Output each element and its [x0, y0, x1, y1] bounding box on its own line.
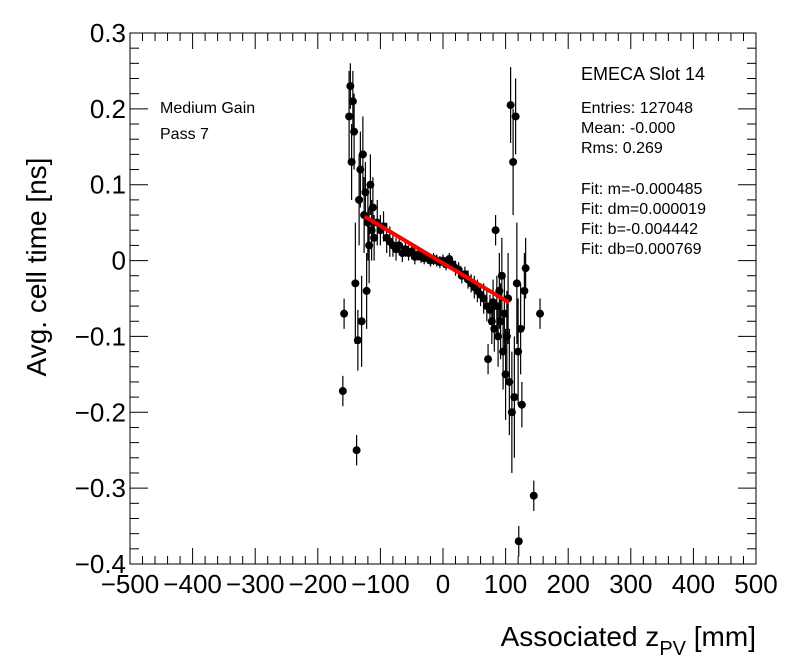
- data-point: [510, 393, 519, 402]
- data-point: [355, 195, 364, 204]
- y-tick-label: 0.1: [90, 170, 126, 200]
- data-point: [521, 264, 530, 273]
- data-point: [395, 241, 404, 250]
- y-tick-label: −0.4: [75, 549, 126, 579]
- data-point: [484, 355, 493, 364]
- data-point: [501, 370, 510, 379]
- y-tick-label: 0.3: [90, 18, 126, 48]
- annotation-medium-gain: Medium Gain: [160, 100, 255, 117]
- data-point: [536, 309, 545, 318]
- stats-title: EMECA Slot 14: [581, 64, 705, 84]
- data-point: [357, 317, 366, 326]
- x-tick-label: −100: [351, 569, 410, 599]
- data-point: [512, 279, 521, 288]
- data-point: [352, 446, 361, 455]
- data-point: [511, 112, 520, 121]
- y-tick-label: 0.2: [90, 94, 126, 124]
- data-point: [516, 324, 525, 333]
- data-point: [350, 127, 359, 136]
- x-tick-label: −500: [101, 569, 160, 599]
- data-point: [506, 101, 515, 110]
- y-tick-label: −0.3: [75, 473, 126, 503]
- stats-entries: Entries: 127048: [581, 100, 693, 117]
- x-tick-label: 0: [436, 569, 450, 599]
- x-axis-label-unit: [mm]: [686, 621, 756, 652]
- data-point: [514, 537, 523, 546]
- y-tick-label: 0: [112, 246, 126, 276]
- data-point: [517, 400, 526, 409]
- data-point: [362, 286, 371, 295]
- stats-rms: Rms: 0.269: [581, 140, 663, 157]
- x-tick-label: 500: [734, 569, 777, 599]
- fit-param-m: Fit: m=-0.000485: [581, 181, 703, 198]
- data-point: [491, 226, 500, 235]
- annotation-pass: Pass 7: [160, 126, 209, 143]
- x-tick-label: 100: [484, 569, 527, 599]
- fit-param-dm: Fit: dm=0.000019: [581, 201, 706, 218]
- data-point: [351, 279, 360, 288]
- data-point: [509, 157, 518, 166]
- x-tick-label: −200: [289, 569, 348, 599]
- data-point: [348, 97, 357, 106]
- x-tick-label: 200: [547, 569, 590, 599]
- data-point: [368, 203, 377, 212]
- y-axis-label: Avg. cell time [ns]: [21, 158, 52, 377]
- x-axis-label-subscript: PV: [659, 638, 686, 660]
- data-point: [338, 387, 347, 396]
- x-axis-label-main: Associated z: [501, 621, 660, 652]
- data-point: [353, 336, 362, 345]
- y-tick-label: −0.2: [75, 397, 126, 427]
- data-point: [345, 112, 354, 121]
- data-point: [479, 294, 488, 303]
- y-tick-label: −0.1: [75, 321, 126, 351]
- x-tick-label: −300: [226, 569, 285, 599]
- fit-param-db: Fit: db=0.000769: [581, 241, 702, 258]
- fit-param-b: Fit: b=-0.004442: [581, 221, 698, 238]
- data-point: [370, 233, 379, 242]
- stats-mean: Mean: -0.000: [581, 120, 675, 137]
- data-point: [358, 150, 367, 159]
- x-tick-label: 300: [609, 569, 652, 599]
- data-point: [340, 309, 349, 318]
- x-axis-label: Associated zPV [mm]: [501, 621, 756, 660]
- data-point: [520, 286, 529, 295]
- x-tick-label: 400: [672, 569, 715, 599]
- fit-line: [363, 214, 510, 305]
- data-point: [529, 491, 538, 500]
- x-tick-label: −400: [163, 569, 222, 599]
